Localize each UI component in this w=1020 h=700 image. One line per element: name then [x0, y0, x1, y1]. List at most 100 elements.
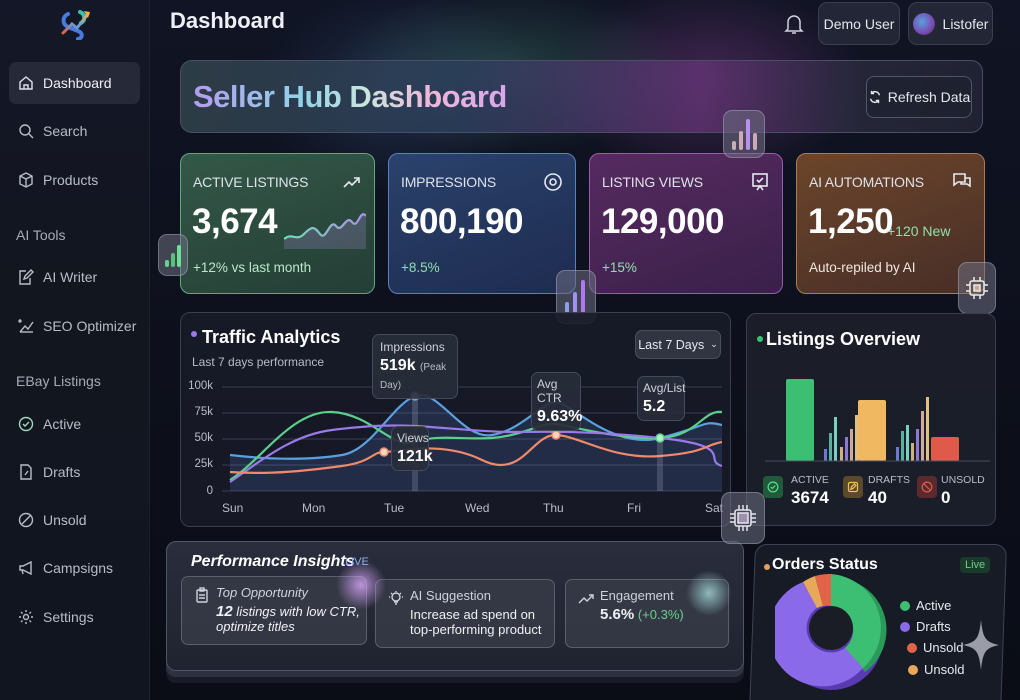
glow-orb	[336, 560, 386, 610]
sidebar-item-label: Dashboard	[43, 75, 112, 91]
insight-card-ai-suggestion[interactable]: AI Suggestion Increase ad spend on top-p…	[375, 579, 555, 648]
range-select[interactable]: Last 7 Days ⌄	[635, 330, 721, 359]
legend-label: Unsold	[924, 662, 965, 677]
y-tick: 25k	[194, 458, 213, 470]
check-circle-icon	[767, 481, 779, 493]
sidebar-item-campaigns[interactable]: Campsigns	[9, 547, 140, 589]
bullet-dot	[191, 331, 197, 337]
legend-item-active: Active	[900, 598, 951, 613]
insight-title: AI Suggestion	[410, 588, 491, 603]
sidebar-item-search[interactable]: Search	[9, 110, 140, 152]
account-button[interactable]: Listofer	[908, 2, 993, 45]
callout-views: Views 121k	[391, 426, 433, 471]
sidebar-item-unsold[interactable]: Unsold	[9, 499, 140, 541]
cpu-chip-icon	[730, 505, 756, 531]
presentation-icon	[752, 173, 768, 191]
bullet-dot	[757, 336, 763, 342]
insight-highlight: 12	[216, 603, 233, 620]
x-tick: Sun	[222, 501, 244, 515]
sidebar-item-label: Drafts	[43, 464, 81, 480]
clipboard-icon	[196, 587, 208, 603]
listing-stat-label: ACTIVE	[791, 474, 829, 486]
x-tick: Thu	[543, 501, 564, 515]
callout-label: Avg/List	[643, 381, 686, 395]
trend-up-icon	[343, 177, 360, 188]
insight-title: Engagement	[600, 588, 674, 603]
edit-document-icon	[19, 269, 34, 285]
stat-value: 1,250	[808, 202, 894, 241]
sidebar-item-label: Settings	[43, 609, 94, 625]
x-tick: Mon	[302, 501, 326, 515]
chevron-down-icon: ⌄	[710, 339, 718, 349]
hero-banner: Seller Hub Dashboard Refresh Data	[180, 60, 983, 133]
floating-tile-bars	[158, 234, 188, 276]
stat-card-ai-automations[interactable]: AI AUTOMATIONS 1,250 +120 New Auto-repil…	[796, 153, 985, 294]
ban-icon	[18, 512, 34, 528]
eye-circle-icon	[544, 173, 562, 191]
listing-stat-label: UNSOLD	[941, 474, 985, 486]
legend-dot	[908, 664, 918, 675]
user-button[interactable]: Demo User	[818, 2, 900, 45]
sidebar-item-label: Search	[43, 123, 88, 139]
legend-item-drafts: Drafts	[900, 619, 951, 634]
ban-icon	[921, 481, 933, 493]
floating-tile-chip	[958, 262, 996, 314]
bar-chart-icon	[165, 245, 181, 267]
glow-orb	[686, 570, 732, 616]
legend-dot	[900, 600, 910, 611]
insight-body: 5.6% (+0.3%)	[600, 607, 684, 622]
sidebar-item-label: Campsigns	[43, 560, 114, 576]
page-title: Dashboard	[170, 8, 285, 33]
megaphone-icon	[19, 560, 32, 576]
sidebar-item-active[interactable]: Active	[9, 403, 140, 445]
sidebar-item-ai-writer[interactable]: AI Writer	[9, 256, 140, 298]
stat-label: AI AUTOMATIONS	[809, 174, 924, 190]
legend-item-unsold: Unsold	[907, 640, 963, 655]
box-icon	[19, 172, 33, 188]
search-icon	[19, 124, 34, 139]
stat-card-impressions[interactable]: IMPRESSIONS 800,190 +8.5%	[388, 153, 576, 294]
stat-label: LISTING VIEWS	[602, 174, 703, 190]
legend-label: Drafts	[916, 619, 951, 634]
engagement-delta: (+0.3%)	[637, 607, 684, 622]
section-ebay-listings: EBay Listings	[16, 373, 101, 389]
trend-up-icon	[578, 594, 594, 604]
refresh-label: Refresh Data	[887, 89, 971, 105]
x-tick: Wed	[465, 501, 490, 515]
callout-value: 519k	[380, 357, 416, 374]
bell-icon[interactable]	[784, 13, 804, 35]
y-tick: 0	[206, 485, 213, 497]
sidebar-item-seo-optimizer[interactable]: SEO Optimizer	[9, 305, 140, 347]
home-icon	[19, 76, 33, 90]
panel-subtitle: Last 7 days performance	[192, 355, 325, 369]
listing-stat-value: 0	[941, 488, 951, 507]
legend-label: Active	[916, 598, 952, 613]
sidebar-item-drafts[interactable]: Drafts	[9, 451, 140, 493]
stat-sub: +15%	[602, 260, 637, 275]
callout-value: 5.2	[643, 398, 666, 415]
bar-chart-icon	[732, 119, 757, 150]
sidebar-item-dashboard[interactable]: Dashboard	[9, 62, 140, 104]
panel-title: Performance Insights	[191, 553, 355, 570]
user-button-label: Demo User	[823, 15, 895, 32]
stat-card-active-listings[interactable]: ACTIVE LISTINGS 3,674 +12% vs last month	[180, 153, 375, 294]
stat-card-listing-views[interactable]: LISTING VIEWS 129,000 +15%	[589, 153, 783, 294]
drafts-stat-icon-box	[843, 476, 863, 498]
insight-title: Top Opportunity	[216, 585, 309, 600]
listing-stat-label: DRAFTS	[868, 474, 910, 486]
sidebar-item-label: Active	[43, 416, 82, 432]
callout-label: Views	[397, 431, 429, 445]
listings-bar-chart	[765, 379, 990, 462]
refresh-data-button[interactable]: Refresh Data	[866, 76, 972, 118]
sidebar-item-settings[interactable]: Settings	[9, 596, 140, 638]
insight-body: Increase ad spend on top-performing prod…	[410, 607, 542, 637]
y-tick: 75k	[194, 406, 213, 418]
y-tick: 50k	[194, 432, 213, 444]
callout-label: Impressions	[380, 340, 445, 354]
sidebar-item-products[interactable]: Products	[9, 159, 140, 201]
panel-title: Orders Status	[772, 556, 878, 573]
edit-icon	[847, 481, 859, 493]
stat-badge: +120 New	[887, 223, 951, 239]
listing-stat-value: 3674	[791, 488, 829, 507]
